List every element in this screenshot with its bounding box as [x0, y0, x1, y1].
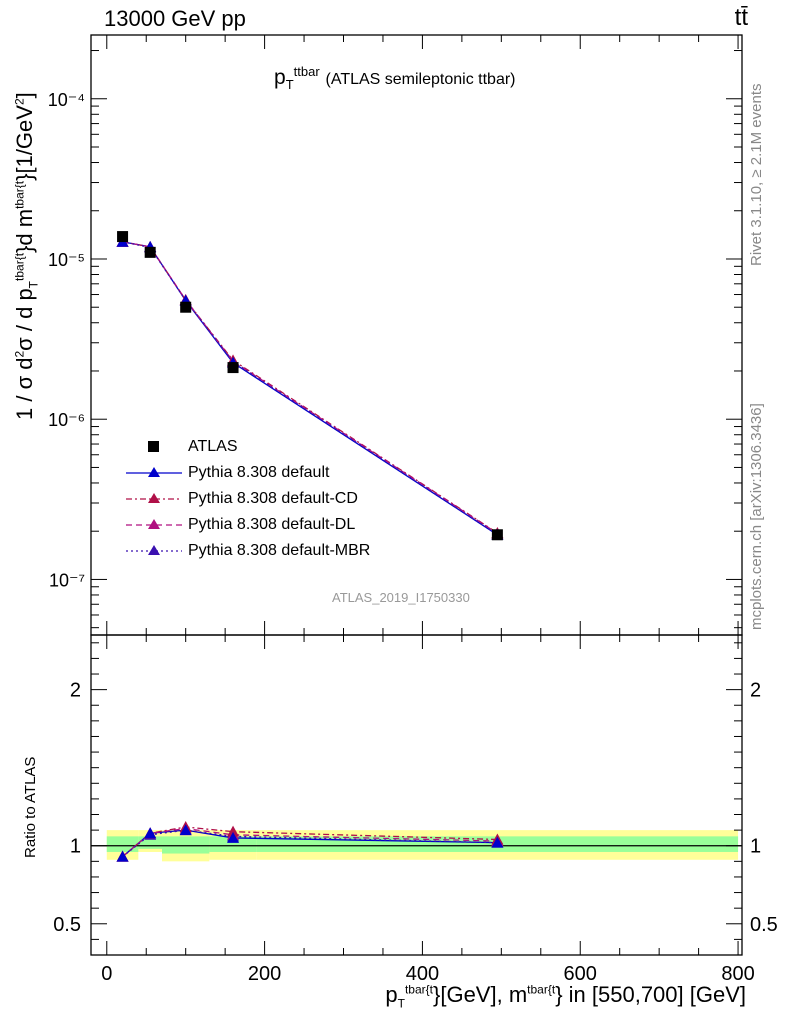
ratio-frame: [90, 634, 743, 956]
ratio-y-tick-label: 1: [70, 836, 81, 858]
ratio-marker-0: [227, 831, 240, 843]
ratio-panel: 0 200 400 600 800 0.5 0.5 1 1 2 2: [53, 634, 778, 985]
y-tick-label: 10⁻⁶: [48, 410, 85, 430]
atlas-data-point: [227, 362, 239, 374]
atlas-data-point: [491, 529, 503, 541]
ratio-y-tick-label-right: 1: [750, 836, 761, 858]
rivet-label: Rivet 3.1.10, ≥ 2.1M events: [748, 83, 765, 267]
x-axis-label: pTtbar{t}[GeV], mtbar{t} in [550,700] [G…: [385, 982, 746, 1011]
legend-marker-triangle: [126, 545, 182, 555]
ratio-marker-0: [491, 836, 504, 848]
ratio-y-tick-label-right: 2: [750, 680, 761, 702]
ratio-marker-0: [144, 827, 157, 839]
legend-label: Pythia 8.308 default-CD: [188, 490, 358, 507]
ratio-y-tick-label: 0.5: [53, 914, 81, 936]
y-tick-label: 10⁻⁷: [49, 570, 85, 590]
atlas-data-point: [117, 231, 129, 243]
process-label: tt̄: [734, 4, 748, 31]
atlas-data-point: [180, 301, 192, 313]
legend-label: ATLAS: [188, 438, 238, 455]
legend-label: Pythia 8.308 default-MBR: [188, 542, 371, 559]
atlas-data-point: [144, 246, 156, 258]
ratio-y-tick-label-right: 0.5: [750, 914, 778, 936]
uncertainty-band-green: [209, 836, 257, 852]
plot-title: pTttbar (ATLAS semileptonic ttbar): [274, 64, 516, 93]
analysis-watermark: ATLAS_2019_I1750330: [332, 590, 470, 605]
legend-marker-triangle: [126, 519, 182, 529]
legend-label: Pythia 8.308 default: [188, 464, 330, 481]
x-tick-label: 0: [101, 963, 112, 985]
uncertainty-band-green: [162, 836, 210, 854]
legend-label: Pythia 8.308 default-DL: [188, 516, 356, 533]
y-axis-label-ratio: Ratio to ATLAS: [22, 756, 39, 858]
legend-marker-triangle: [126, 467, 182, 477]
uncertainty-band-green: [106, 836, 139, 852]
ratio-y-tick-label: 2: [70, 680, 81, 702]
x-tick-label: 800: [721, 963, 754, 985]
x-tick-label: 600: [564, 963, 597, 985]
x-tick-label: 400: [406, 963, 439, 985]
y-tick-label: 10⁻⁴: [48, 90, 85, 110]
mcplots-label: mcplots.cern.ch [arXiv:1306.3436]: [748, 403, 765, 630]
y-axis-label-top: 1 / σ d2σ / d pTtbar{t}d mtbar{t}[1/GeV2…: [12, 92, 41, 420]
collision-label: 13000 GeV pp: [104, 6, 246, 31]
ratio-marker-0: [179, 824, 192, 836]
legend-marker-triangle: [126, 493, 182, 503]
ratio-marker-1: [227, 825, 240, 837]
x-tick-label: 200: [248, 963, 281, 985]
series-line-1: [122, 241, 498, 534]
y-tick-label: 10⁻⁵: [48, 250, 85, 270]
ratio-marker-0: [116, 850, 129, 862]
legend-marker-square: [148, 441, 159, 452]
